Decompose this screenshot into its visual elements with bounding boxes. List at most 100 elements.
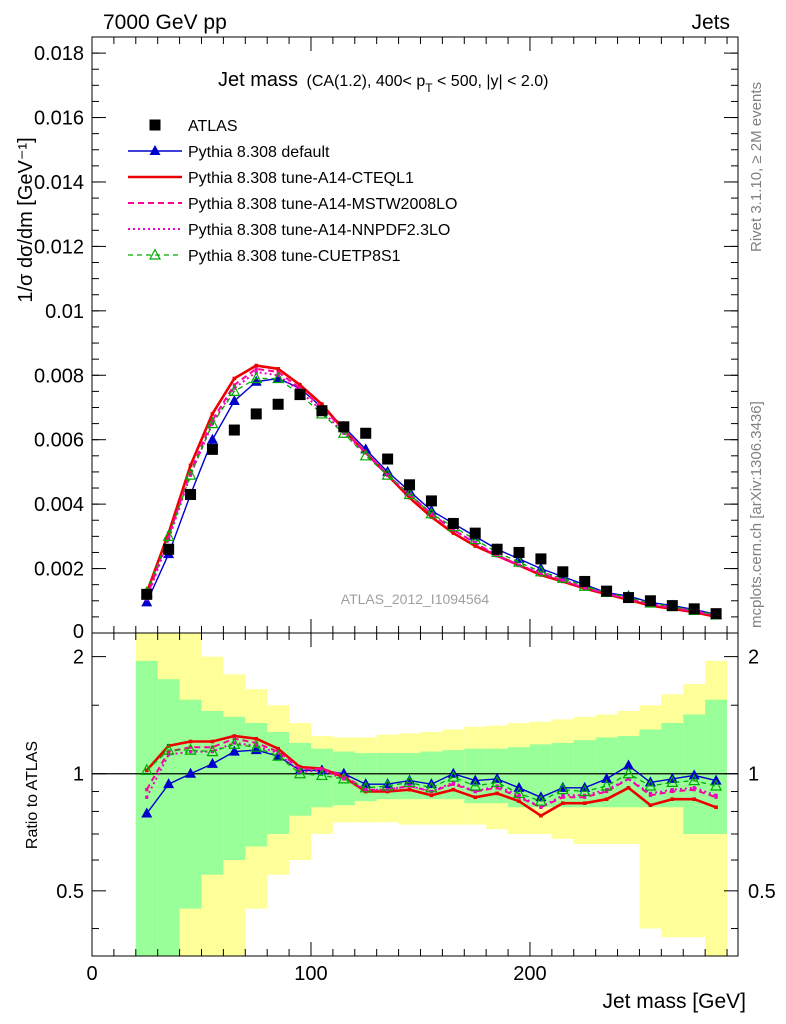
- header-left: 7000 GeV pp: [103, 11, 227, 34]
- uncertainty-band-inner: [157, 679, 180, 956]
- legend-label-nnpdf: Pythia 8.308 tune-A14-NNPDF2.3LO: [188, 222, 450, 239]
- header-right: Jets: [691, 11, 730, 34]
- series-line-cuetp8s1: [146, 377, 717, 616]
- series-point-nnpdf: [386, 473, 390, 477]
- uncertainty-band-inner: [223, 716, 246, 861]
- x-tick-label: 200: [513, 963, 546, 985]
- ratio-point-cteql1: [670, 797, 675, 802]
- plot-title-sub: T: [425, 81, 433, 95]
- ratio-point-cteql1: [188, 739, 193, 744]
- ratio-point-cuetp8s1: [206, 744, 219, 757]
- ratio-point-cuetp8s1: [425, 781, 438, 793]
- series-point-cuetp8s1: [337, 426, 350, 438]
- ratio-point-nnpdf: [626, 777, 631, 781]
- series-point-nnpdf: [473, 541, 477, 545]
- ratio-point-mstw: [561, 795, 565, 799]
- main-y-tick-label: 0.01: [45, 301, 84, 323]
- ratio-point-cuetp8s1: [228, 737, 241, 749]
- series-point-cteql1: [298, 383, 302, 387]
- series-point-cteql1: [166, 531, 171, 535]
- ratio-point-cteql1: [539, 813, 543, 818]
- ratio-point-nnpdf: [539, 805, 543, 809]
- ratio-point-cteql1: [342, 775, 346, 779]
- series-point-cuetp8s1: [184, 468, 197, 480]
- ratio-point-cteql1: [626, 786, 631, 790]
- series-point-default: [206, 433, 218, 444]
- x-tick-label: 100: [294, 963, 327, 985]
- ratio-point-mstw: [670, 789, 674, 794]
- ratio-point-cteql1: [232, 734, 237, 738]
- ratio-point-cuetp8s1: [294, 766, 307, 779]
- data-point-atlas: [557, 566, 569, 578]
- main-y-tick-label: 0.004: [34, 494, 84, 516]
- uncertainty-band-inner: [551, 742, 574, 808]
- legend-marker-atlas: [149, 119, 161, 131]
- ratio-point-cteql1: [714, 805, 718, 810]
- ratio-point-default: [623, 759, 635, 770]
- ratio-point-cteql1: [385, 789, 390, 794]
- legend-marker-cuetp8s1: [149, 248, 161, 260]
- ratio-point-cteql1: [407, 787, 412, 792]
- uncertainty-band-inner: [639, 729, 662, 808]
- series-point-cuetp8s1: [250, 371, 263, 384]
- series-point-cuetp8s1: [513, 555, 526, 567]
- data-point-atlas: [294, 389, 306, 401]
- ratio-point-cuetp8s1: [315, 768, 328, 781]
- ratio-point-mstw: [495, 786, 499, 790]
- ratio-point-mstw: [451, 782, 455, 786]
- uncertainty-band-inner: [529, 744, 552, 808]
- ratio-y-axis-title: Ratio to ATLAS: [24, 741, 41, 849]
- data-point-atlas: [338, 421, 350, 433]
- ratio-point-nnpdf: [692, 786, 696, 790]
- ratio-point-default: [206, 757, 218, 768]
- ratio-point-cuetp8s1: [184, 743, 197, 755]
- ratio-y-tick-label: 2: [73, 647, 84, 669]
- ratio-point-mstw: [188, 745, 193, 749]
- series-point-cteql1: [429, 515, 434, 519]
- data-point-atlas: [228, 424, 240, 436]
- ratio-point-nnpdf: [188, 749, 193, 754]
- series-point-cuetp8s1: [403, 487, 416, 500]
- series-point-cteql1: [407, 495, 412, 500]
- series-point-nnpdf: [232, 386, 236, 390]
- main-y-tick-label: 0.016: [34, 108, 84, 130]
- data-point-atlas: [141, 588, 153, 600]
- uncertainty-band-inner: [201, 710, 224, 875]
- uncertainty-band-inner: [420, 751, 443, 800]
- data-point-atlas: [666, 600, 678, 612]
- rivet-label: Rivet 3.1.10, ≥ 2M events: [748, 82, 765, 252]
- series-point-cuetp8s1: [425, 507, 438, 519]
- plot-title-detail: (CA(1.2), 400< p: [306, 73, 425, 90]
- ratio-point-cteql1: [692, 797, 697, 802]
- ratio-point-mstw: [167, 749, 171, 754]
- ratio-point-cteql1: [451, 787, 456, 792]
- uncertainty-band-inner: [310, 748, 333, 808]
- data-point-atlas: [623, 592, 635, 604]
- ratio-point-nnpdf: [648, 791, 653, 796]
- legend-label-cuetp8s1: Pythia 8.308 tune-CUETP8S1: [188, 248, 401, 265]
- series-point-cteql1: [320, 402, 324, 407]
- data-point-atlas: [206, 443, 218, 455]
- uncertainty-band-inner: [289, 742, 311, 816]
- ratio-point-cuetp8s1: [491, 775, 504, 787]
- uncertainty-band-inner: [705, 699, 728, 834]
- ratio-point-cuetp8s1: [381, 779, 394, 791]
- ratio-plot-frame: [91, 632, 739, 957]
- ratio-point-mstw: [692, 788, 696, 792]
- ratio-point-cteql1: [473, 795, 478, 800]
- ratio-point-cuetp8s1: [162, 743, 175, 755]
- ratio-point-nnpdf: [298, 770, 302, 774]
- series-point-default: [228, 395, 240, 406]
- ratio-point-cteql1: [429, 793, 434, 798]
- series-point-nnpdf: [451, 528, 455, 532]
- ratio-point-nnpdf: [145, 795, 149, 799]
- series-point-mstw: [167, 534, 171, 538]
- ratio-point-cuetp8s1: [272, 749, 285, 761]
- ratio-point-default: [141, 807, 153, 818]
- series-point-nnpdf: [364, 450, 368, 455]
- main-y-tick-label: 0.006: [34, 430, 84, 452]
- data-point-atlas: [382, 453, 394, 465]
- legend-label-mstw: Pythia 8.308 tune-A14-MSTW2008LO: [188, 196, 457, 213]
- main-y-tick-label: 0.012: [34, 236, 84, 258]
